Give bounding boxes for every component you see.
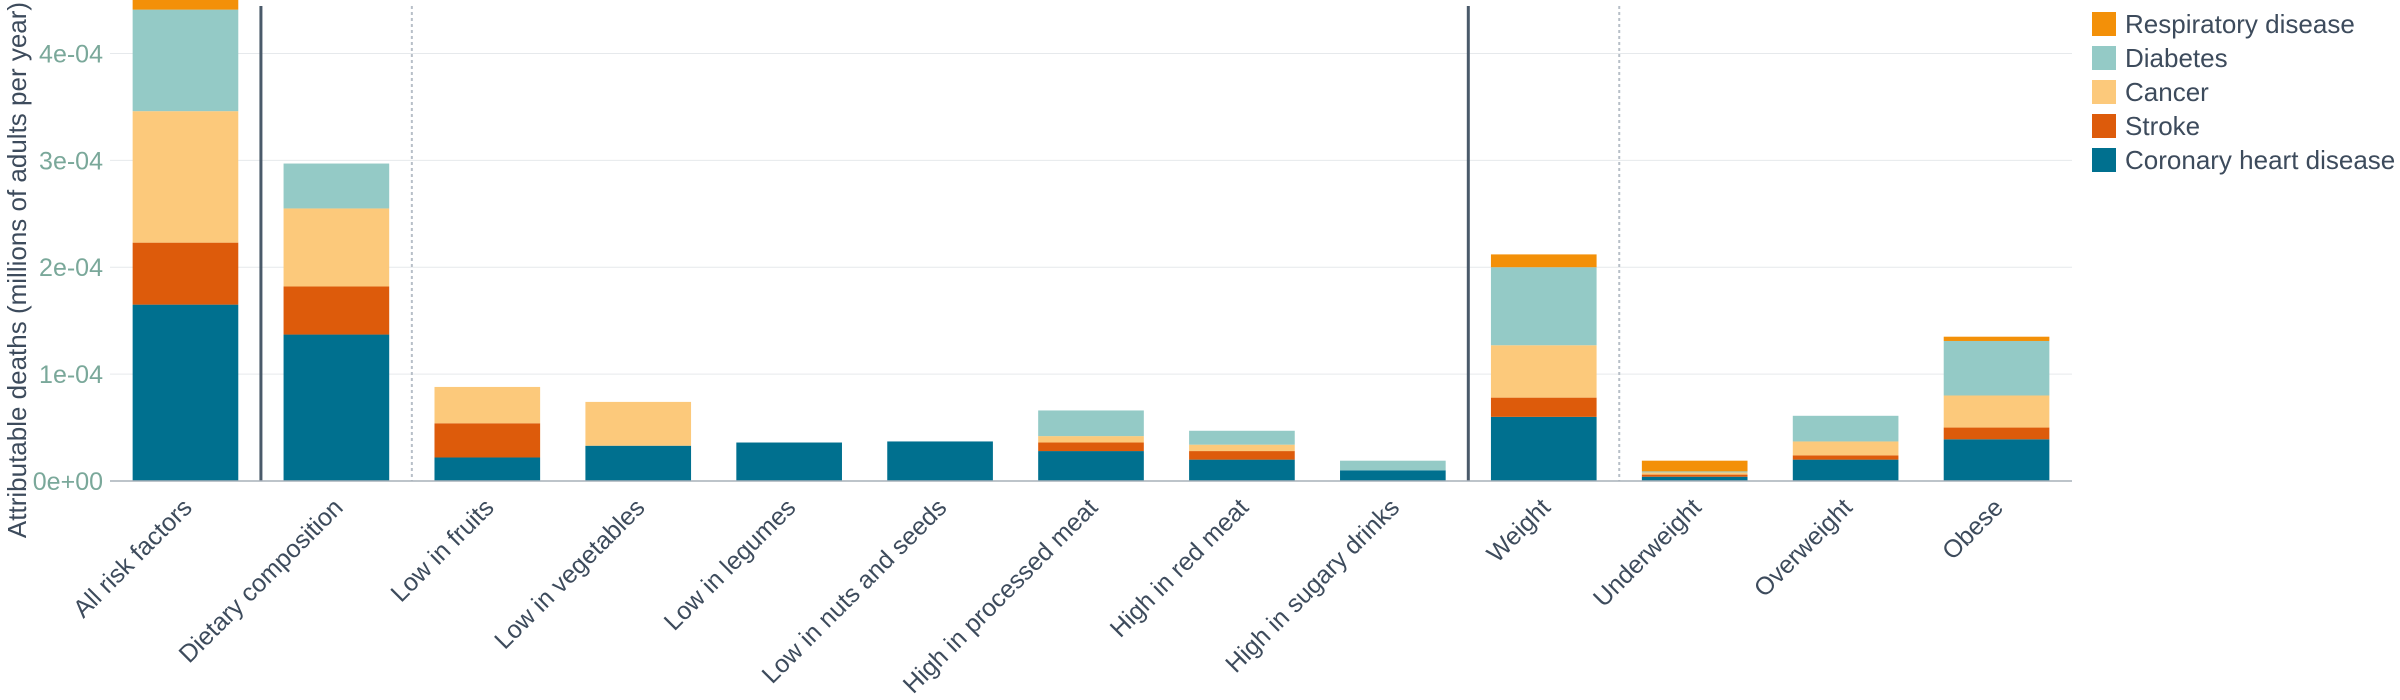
- bar-segment: [434, 423, 541, 458]
- legend-item[interactable]: Coronary heart disease: [2092, 145, 2395, 175]
- bar-segment: [132, 111, 239, 243]
- bar-segment: [1189, 459, 1295, 481]
- bar-segment: [1641, 472, 1748, 475]
- bar-segment: [1641, 460, 1748, 472]
- bar-segment: [1943, 336, 2050, 341]
- x-tick-label: Underweight: [1588, 493, 1707, 612]
- bar-segment: [1340, 470, 1446, 481]
- legend-label: Respiratory disease: [2125, 9, 2355, 39]
- bar-segment: [1189, 430, 1295, 445]
- bar-segment: [1641, 474, 1748, 477]
- bar-segment: [1038, 442, 1144, 452]
- gridlines: [110, 52, 2072, 375]
- legend-item[interactable]: Respiratory disease: [2092, 9, 2355, 39]
- bar-segment: [1641, 476, 1748, 481]
- x-tick-label: Weight: [1482, 493, 1557, 568]
- bar-segment: [1641, 471, 1748, 473]
- x-tick-label: High in sugary drinks: [1220, 493, 1405, 678]
- bar-segment: [1943, 340, 2050, 396]
- bar-segment: [887, 441, 993, 481]
- x-tick-label: High in red meat: [1105, 493, 1255, 643]
- bar-segment: [132, 9, 239, 112]
- bar-segment: [1943, 395, 2050, 428]
- x-tick-label: Low in vegetables: [489, 493, 650, 654]
- bar-segment: [434, 457, 541, 481]
- bar-segment: [1792, 415, 1899, 442]
- bar-segment: [1943, 427, 2050, 440]
- bar-segment: [1792, 455, 1899, 460]
- y-tick-label: 1e-04: [39, 361, 103, 389]
- y-tick-label: 4e-04: [39, 40, 103, 68]
- bar-segment: [132, 0, 239, 10]
- y-tick-label: 3e-04: [39, 147, 103, 175]
- x-tick-label: Overweight: [1749, 493, 1858, 602]
- bar-segment: [1340, 460, 1446, 471]
- x-tick-label: Low in fruits: [385, 493, 499, 607]
- bar-segment: [283, 208, 390, 287]
- group-separators: [259, 6, 1621, 481]
- bar-segment: [132, 304, 239, 481]
- legend-item[interactable]: Diabetes: [2092, 43, 2228, 73]
- bar-segment: [1038, 410, 1144, 437]
- x-tick-label: Low in legumes: [659, 493, 802, 636]
- bar-segment: [283, 286, 390, 335]
- bar-segment: [1189, 444, 1295, 452]
- bar-segment: [1490, 345, 1597, 398]
- bar-segment: [132, 242, 239, 305]
- bar-segment: [1792, 441, 1899, 456]
- bar-segment: [1490, 267, 1597, 346]
- bar-segment: [1189, 451, 1295, 460]
- bar-segment: [434, 386, 541, 424]
- x-tick-label: Dietary composition: [174, 493, 349, 668]
- legend-item[interactable]: Stroke: [2092, 111, 2200, 141]
- legend-swatch: [2092, 12, 2116, 36]
- bar-segment: [1792, 459, 1899, 481]
- legend-swatch: [2092, 46, 2116, 70]
- y-axis-label: Attributable deaths (millions of adults …: [2, 2, 32, 538]
- bar-segment: [585, 401, 692, 446]
- legend-swatch: [2092, 80, 2116, 104]
- legend-label: Cancer: [2125, 77, 2209, 107]
- legend[interactable]: Respiratory disease Diabetes Cancer Stroke C…: [2092, 9, 2395, 175]
- bar-segment: [1490, 397, 1597, 417]
- bar-segment: [1490, 254, 1597, 268]
- legend-label: Stroke: [2125, 111, 2200, 141]
- bar-segment: [283, 334, 390, 481]
- bar-segment: [1038, 436, 1144, 443]
- bar-segment: [1490, 416, 1597, 481]
- bar-segment: [1943, 439, 2050, 481]
- bar-segment: [283, 163, 390, 209]
- legend-item[interactable]: Cancer: [2092, 77, 2209, 107]
- y-tick-label: 0e+00: [33, 468, 103, 496]
- bars: [132, 0, 2050, 481]
- x-tick-label: Obese: [1937, 493, 2009, 565]
- y-tick-label: 2e-04: [39, 254, 103, 282]
- legend-swatch: [2092, 114, 2116, 138]
- bar-segment: [1038, 451, 1144, 481]
- bar-segment: [736, 442, 842, 481]
- legend-label: Coronary heart disease: [2125, 145, 2395, 175]
- legend-label: Diabetes: [2125, 43, 2228, 73]
- legend-swatch: [2092, 148, 2116, 172]
- x-tick-label: All risk factors: [68, 493, 198, 623]
- bar-segment: [585, 445, 692, 481]
